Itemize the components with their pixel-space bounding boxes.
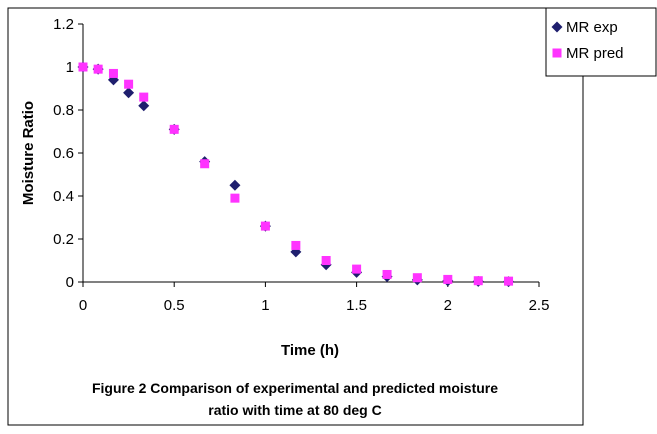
tick-labels: 0 0.2 0.4 0.6 0.8 1 1.2 0 0.5 1 1.5 2 2.5 (53, 16, 549, 314)
mr-pred-point (473, 276, 483, 286)
x-axis-label: Time (h) (281, 342, 339, 359)
mr-exp-point (229, 179, 241, 191)
legend-box (545, 7, 657, 77)
mr-pred-point (169, 124, 179, 134)
y-tick-label: 1.2 (53, 16, 74, 33)
x-tick-label: 2.5 (529, 297, 550, 314)
y-tick-label: 1 (66, 59, 74, 76)
mr-exp-point (123, 87, 135, 99)
legend-exp-marker (551, 21, 563, 33)
x-tick-label: 1 (261, 297, 269, 314)
y-tick-label: 0.8 (53, 102, 74, 119)
y-tick-label: 0.2 (53, 231, 74, 248)
y-tick-label: 0 (66, 274, 74, 291)
mr-pred-point (139, 92, 149, 102)
mr-pred-point (443, 274, 453, 284)
mr-pred-point (230, 193, 240, 203)
mr-pred-point (321, 256, 331, 265)
mr-exp-point (138, 100, 150, 112)
data-points (77, 61, 515, 288)
figure-caption-line-2: ratio with time at 80 deg C (208, 402, 382, 418)
mr-pred-point (382, 269, 392, 279)
figure-frame (7, 7, 584, 426)
figure-caption-line-1: Figure 2 Comparison of experimental and … (91, 380, 499, 396)
mr-pred-point (412, 273, 422, 283)
mr-pred-point (108, 68, 118, 78)
mr-pred-point (78, 62, 88, 72)
x-tick-label: 0 (79, 297, 87, 314)
mr-pred-point (124, 79, 134, 89)
y-tick-label: 0.4 (53, 188, 74, 205)
mr-pred-point (504, 276, 514, 286)
mr-pred-point (291, 240, 301, 250)
x-tick-label: 0.5 (164, 297, 185, 314)
x-tick-label: 2 (444, 297, 452, 314)
mr-pred-point (260, 221, 270, 231)
mr-pred-point (93, 64, 103, 74)
mr-pred-point (200, 159, 210, 169)
legend: MR exp MR pred (551, 19, 624, 62)
legend-entry-label: MR exp (566, 19, 618, 36)
legend-pred-marker (552, 48, 562, 58)
x-tick-label: 1.5 (346, 297, 367, 314)
y-tick-label: 0.6 (53, 145, 74, 162)
legend-entry-label: MR pred (566, 45, 624, 62)
mr-pred-point (352, 264, 362, 274)
y-axis-label: Moisture Ratio (20, 101, 37, 205)
